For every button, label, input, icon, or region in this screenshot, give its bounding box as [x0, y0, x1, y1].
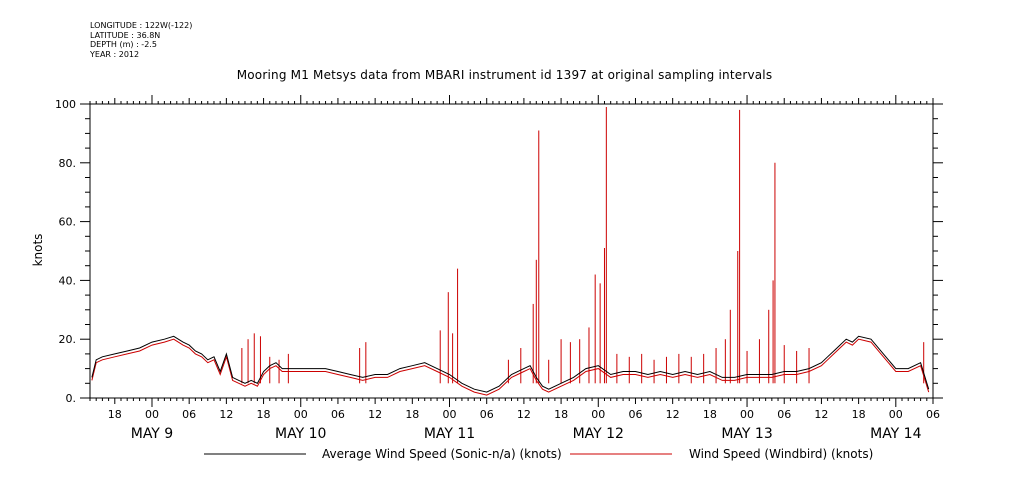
- x-tick-label: 18: [554, 408, 568, 421]
- y-tick-label: 100: [55, 98, 76, 111]
- x-tick-label: 06: [480, 408, 494, 421]
- y-tick-label: 40.: [59, 274, 77, 287]
- x-tick-label: 00: [145, 408, 159, 421]
- x-tick-label: 06: [628, 408, 642, 421]
- longitude-label: LONGITUDE : 122W(-122): [90, 21, 193, 30]
- x-tick-label: 00: [591, 408, 605, 421]
- y-tick-label: 0.: [66, 392, 77, 405]
- windbird-wind-series: [91, 106, 930, 396]
- x-tick-label: 18: [703, 408, 717, 421]
- x-day-label: MAY 12: [573, 426, 624, 442]
- legend-label-windbird: Wind Speed (Windbird) (knots): [689, 447, 873, 461]
- x-tick-label: 06: [777, 408, 791, 421]
- x-tick-label: 06: [331, 408, 345, 421]
- plot-frame: [89, 103, 934, 399]
- x-tick-label: 00: [889, 408, 903, 421]
- x-tick-label: 18: [257, 408, 271, 421]
- year-label: YEAR : 2012: [90, 49, 140, 59]
- x-tick-label: 06: [182, 408, 196, 421]
- x-tick-label: 12: [219, 408, 233, 421]
- y-tick-label: 60.: [59, 216, 77, 229]
- axes: 18 00 06 12 18 00 06 12 18 00 06 12 18 00 06 12 18 00 06 12…: [55, 95, 943, 442]
- x-tick-label: 00: [740, 408, 754, 421]
- x-tick-label: 12: [368, 408, 382, 421]
- x-tick-label: 12: [814, 408, 828, 421]
- depth-label: DEPTH (m) : -2.5: [90, 40, 157, 49]
- chart-title: Mooring M1 Metsys data from MBARI instru…: [236, 68, 773, 82]
- x-day-label: MAY 9: [131, 426, 173, 442]
- y-axis-label: knots: [31, 234, 45, 267]
- legend-label-average: Average Wind Speed (Sonic-n/a) (knots): [322, 447, 562, 461]
- x-tick-label: 00: [294, 408, 308, 421]
- average-wind-series: [91, 335, 930, 393]
- latitude-label: LATITUDE : 36.8N: [90, 30, 161, 40]
- x-tick-label: 12: [666, 408, 680, 421]
- legend: Average Wind Speed (Sonic-n/a) (knots) W…: [204, 447, 873, 461]
- x-tick-label: 06: [926, 408, 940, 421]
- windbird-line: [91, 338, 930, 396]
- x-tick-label: 00: [443, 408, 457, 421]
- x-tick-label: 18: [108, 408, 122, 421]
- x-day-label: MAY 14: [870, 426, 921, 442]
- x-tick-label: 18: [405, 408, 419, 421]
- metadata-block: LONGITUDE : 122W(-122) LATITUDE : 36.8N …: [90, 21, 192, 59]
- x-day-label: MAY 10: [275, 426, 326, 442]
- x-tick-label: 12: [517, 408, 531, 421]
- y-tick-label: 20.: [59, 333, 77, 346]
- x-day-label: MAY 13: [721, 426, 772, 442]
- x-day-label: MAY 11: [424, 426, 475, 442]
- x-tick-label: 18: [852, 408, 866, 421]
- y-tick-label: 80.: [59, 157, 77, 170]
- average-line: [91, 335, 930, 393]
